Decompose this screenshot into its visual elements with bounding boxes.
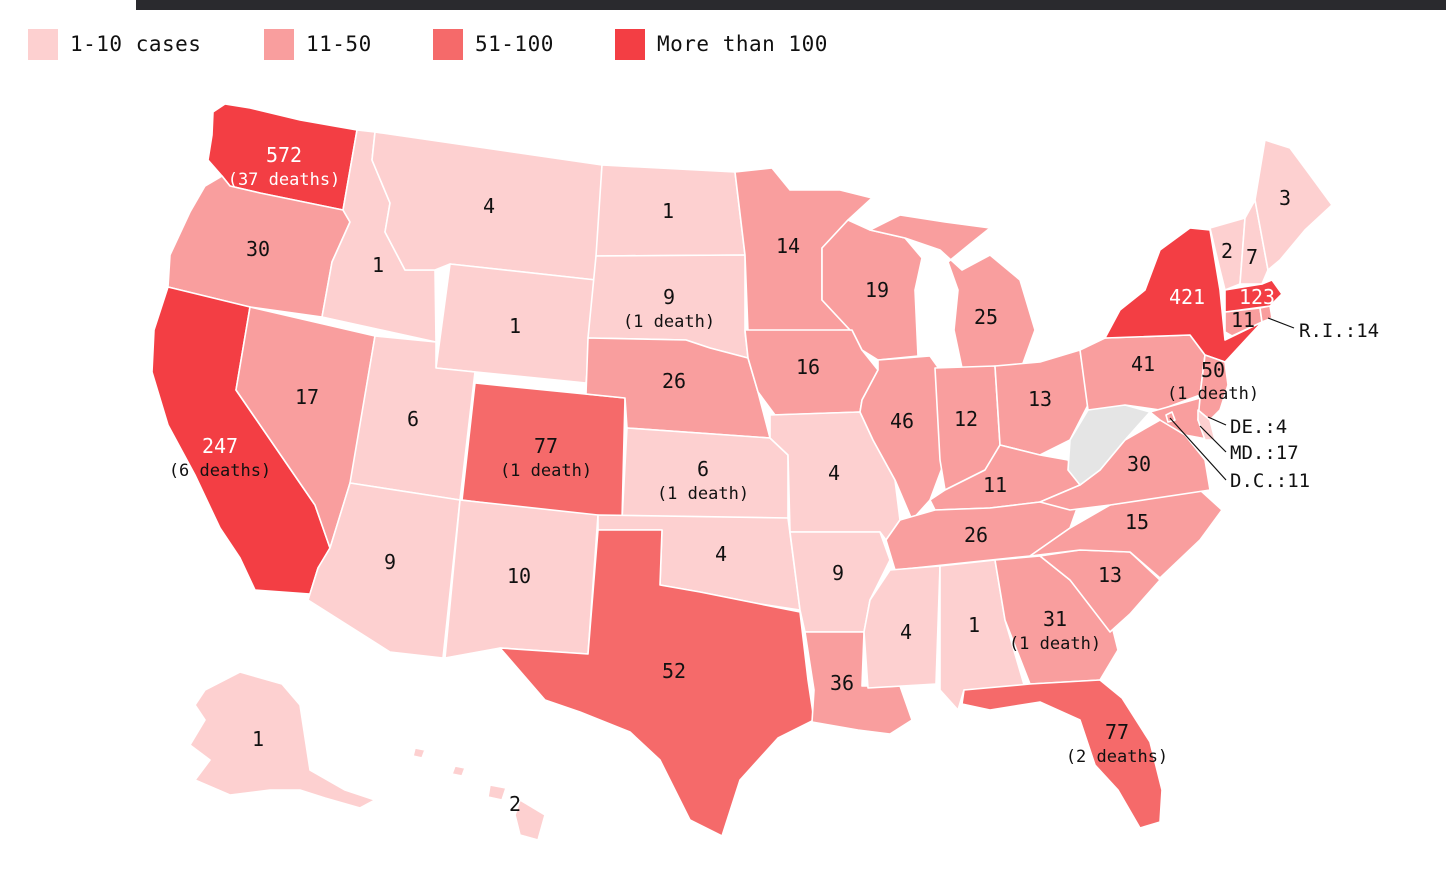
label-GA-deaths: (1 death) [1009,634,1101,654]
label-TX-cases: 52 [662,659,686,683]
leader-line-RI [1267,317,1295,329]
leader-line-DE [1207,416,1227,426]
legend-swatch [615,29,645,60]
label-NC-cases: 15 [1125,510,1149,534]
label-NM-cases: 10 [507,564,531,588]
label-AR-cases: 9 [832,561,844,585]
label-NJ-cases: 50 [1201,358,1225,382]
label-DC: D.C.:11 [1230,470,1310,492]
label-MS-cases: 4 [900,620,912,644]
leader-line-MD [1199,425,1227,453]
state-AK[interactable] [189,671,376,809]
label-CA-cases: 247 [202,434,238,458]
label-MO-cases: 4 [828,461,840,485]
legend-swatch [433,29,463,60]
label-KY-cases: 11 [983,473,1007,497]
label-AZ-cases: 9 [384,550,396,574]
label-IA-cases: 16 [796,355,820,379]
state-TN[interactable] [885,499,1081,571]
label-MI-cases: 25 [974,305,998,329]
label-CA-deaths: (6 deaths) [169,461,271,481]
legend-label: 1-10 cases [70,32,202,56]
label-AL-cases: 1 [968,613,980,637]
state-LA[interactable] [804,631,913,735]
state-DC[interactable] [1165,411,1176,423]
label-IN-cases: 12 [954,407,978,431]
label-NH-cases: 7 [1246,245,1258,269]
label-SD-deaths: (1 death) [623,312,715,332]
state-NH[interactable] [1239,199,1269,285]
label-FL-deaths: (2 deaths) [1066,747,1168,767]
label-NV-cases: 17 [295,385,319,409]
label-NJ-deaths: (1 death) [1167,384,1259,404]
label-KS-cases: 6 [697,457,709,481]
label-GA-cases: 31 [1043,607,1067,631]
legend-label: More than 100 [657,32,828,56]
label-MD: MD.:17 [1230,442,1299,464]
top-bar-dark [136,0,1446,10]
label-UT-cases: 6 [407,407,419,431]
state-ME[interactable] [1254,139,1333,271]
state-DE[interactable] [1197,409,1216,441]
label-WY-cases: 1 [509,314,521,338]
legend-label: 11-50 [306,32,372,56]
label-CO-cases: 77 [534,434,558,458]
label-MN-cases: 14 [776,234,800,258]
label-ME-cases: 3 [1279,186,1291,210]
label-PA-cases: 41 [1131,352,1155,376]
label-WI-cases: 19 [865,278,889,302]
state-HI[interactable] [412,747,546,841]
label-NY-cases: 421 [1169,285,1205,309]
legend-label: 51-100 [475,32,554,56]
state-KS[interactable] [621,427,789,521]
label-WA-cases: 572 [266,143,302,167]
label-SC-cases: 13 [1098,563,1122,587]
label-IL-cases: 46 [890,409,914,433]
label-LA-cases: 36 [830,671,854,695]
legend-swatch [264,29,294,60]
state-NC[interactable] [1029,489,1223,579]
label-NE-cases: 26 [662,369,686,393]
label-RI: R.I.:14 [1299,320,1379,342]
top-bar [0,0,1446,10]
label-HI-cases: 2 [509,792,521,816]
state-FL[interactable] [961,679,1163,829]
label-VA-cases: 30 [1127,452,1151,476]
label-KS-deaths: (1 death) [657,484,749,504]
label-MT-cases: 4 [483,194,495,218]
label-TN-cases: 26 [964,523,988,547]
state-TX[interactable] [499,529,815,837]
label-VT-cases: 2 [1221,239,1233,263]
legend-swatch [28,29,58,60]
label-WA-deaths: (37 deaths) [228,170,341,190]
label-FL-cases: 77 [1105,720,1129,744]
label-DE: DE.:4 [1230,416,1287,438]
label-MA-cases: 123 [1239,285,1275,309]
leader-line-DC [1169,417,1227,481]
label-OH-cases: 13 [1028,387,1052,411]
label-AK-cases: 1 [252,727,264,751]
label-ID-cases: 1 [372,253,384,277]
label-CT-cases: 11 [1231,308,1255,332]
label-OK-cases: 4 [715,542,727,566]
label-SD-cases: 9 [663,285,675,309]
state-VT[interactable] [1209,217,1246,291]
label-OR-cases: 30 [246,237,270,261]
label-CO-deaths: (1 death) [500,461,592,481]
label-ND-cases: 1 [662,199,674,223]
state-NE[interactable] [585,337,771,439]
